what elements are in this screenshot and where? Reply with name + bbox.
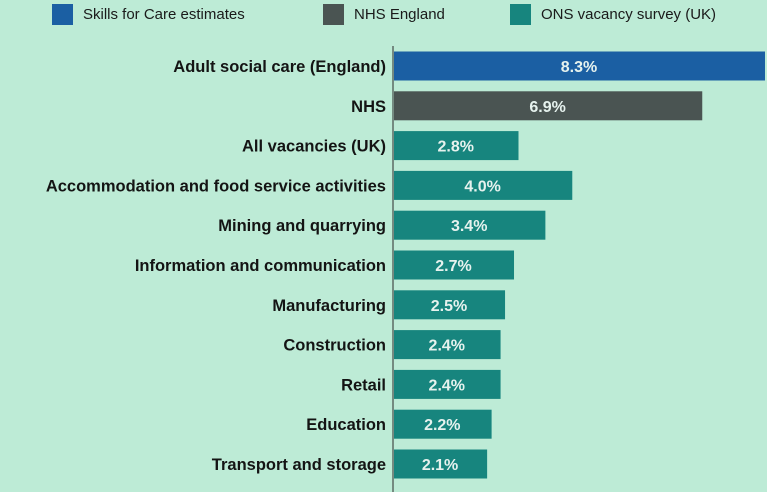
category-label: Adult social care (England): [173, 58, 386, 76]
legend-item-ons-vacancy-survey: ONS vacancy survey (UK): [510, 4, 716, 25]
bar-value-label: 2.7%: [435, 258, 471, 275]
category-label: Retail: [341, 376, 386, 394]
bar: [394, 290, 506, 320]
bar: [394, 449, 488, 479]
legend-swatch-nhs-england: [323, 4, 344, 25]
bar: [394, 210, 546, 240]
category-label: Mining and quarrying: [218, 217, 386, 235]
legend-swatch-skills-for-care: [52, 4, 73, 25]
bar-value-label: 6.9%: [529, 99, 565, 116]
category-label: NHS: [351, 98, 386, 116]
bar: [394, 409, 492, 439]
bar: [394, 330, 501, 360]
legend: Skills for Care estimates NHS England ON…: [0, 4, 767, 30]
bar: [394, 91, 703, 121]
category-label: Transport and storage: [212, 456, 386, 474]
bar-value-label: 2.5%: [431, 298, 467, 315]
category-label: All vacancies (UK): [242, 138, 386, 156]
category-label: Manufacturing: [272, 297, 386, 315]
legend-swatch-ons-vacancy-survey: [510, 4, 531, 25]
bar-value-label: 2.2%: [424, 417, 460, 434]
bar-value-label: 4.0%: [464, 178, 500, 195]
bar: [394, 170, 573, 200]
bar: [394, 131, 519, 161]
bar: [394, 250, 515, 280]
bar-value-label: 3.4%: [451, 218, 487, 235]
legend-label-skills-for-care: Skills for Care estimates: [83, 6, 245, 23]
legend-item-nhs-england: NHS England: [323, 4, 445, 25]
bar: [394, 369, 501, 399]
bar: [394, 51, 765, 81]
category-label: Education: [306, 416, 386, 434]
bar-value-label: 2.1%: [422, 457, 458, 474]
bar-value-label: 2.4%: [429, 377, 465, 394]
category-label: Construction: [283, 337, 386, 355]
category-label: Information and communication: [135, 257, 386, 275]
bar-value-label: 8.3%: [561, 59, 597, 76]
bar-value-label: 2.4%: [429, 338, 465, 355]
category-label: Accommodation and food service activitie…: [46, 177, 386, 195]
legend-label-nhs-england: NHS England: [354, 6, 445, 23]
bar-value-label: 2.8%: [438, 139, 474, 156]
legend-item-skills-for-care: Skills for Care estimates: [52, 4, 245, 25]
legend-label-ons-vacancy-survey: ONS vacancy survey (UK): [541, 6, 717, 23]
